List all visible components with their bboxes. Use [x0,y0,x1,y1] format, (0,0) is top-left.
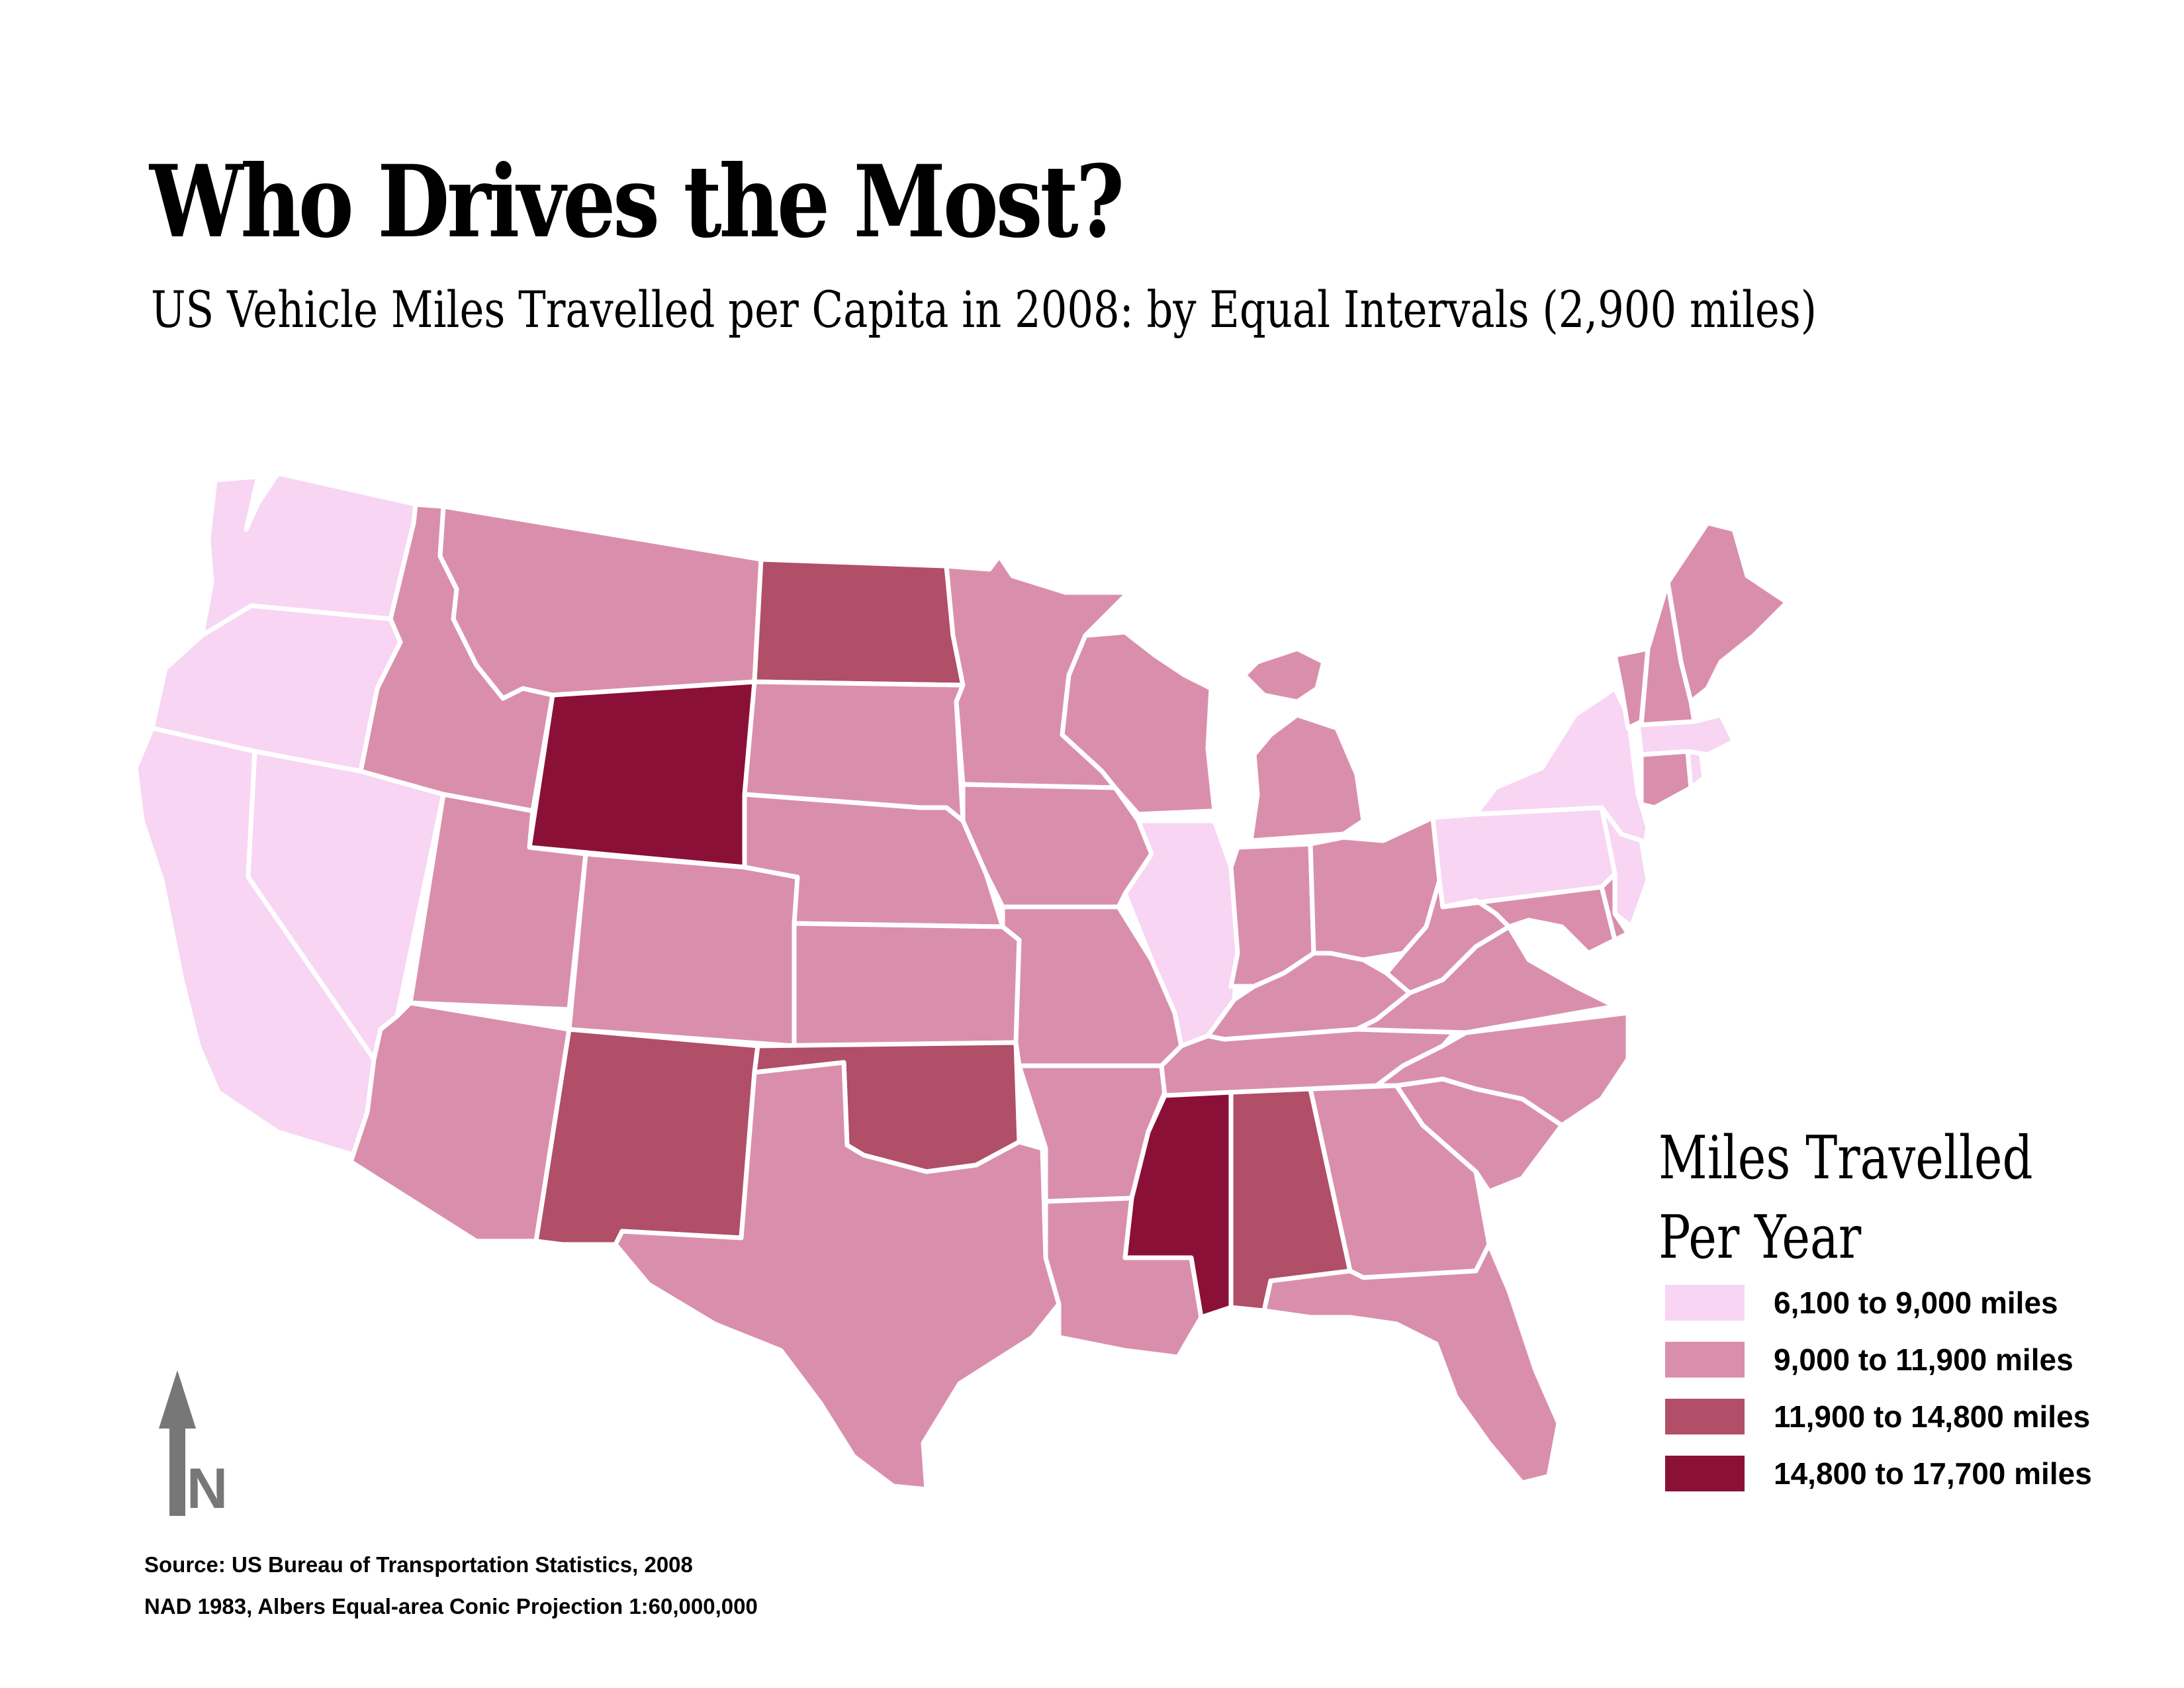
state-wi [1060,630,1217,817]
map-title: Who Drives the Most? [150,144,1124,260]
legend-swatch [1665,1285,1745,1321]
state-ct [1639,749,1694,810]
legend-label: 11,900 to 14,800 miles [1774,1399,2091,1434]
state-nm [533,1027,760,1247]
state-me [1665,520,1790,704]
legend-label: 14,800 to 17,700 miles [1774,1456,2092,1491]
state-ms [1122,1090,1234,1320]
state-nd [752,557,966,688]
legend-swatch [1665,1456,1745,1491]
north-arrow-label: N [187,1457,228,1521]
state-mt [437,504,764,701]
map-subtitle: US Vehicle Miles Travelled per Capita in… [151,280,1817,339]
source-note: Source: US Bureau of Transportation Stat… [144,1552,693,1577]
legend-title-line1: Miles Travelled [1659,1123,2033,1193]
state-ne [742,792,1005,929]
north-arrow-icon: N [159,1370,228,1521]
state-az [348,1000,572,1244]
legend-label: 9,000 to 11,900 miles [1774,1342,2073,1377]
legend-item-class-2: 9,000 to 11,900 miles [1665,1331,2092,1388]
state-md [1440,884,1617,956]
state-co [567,851,800,1049]
state-wy [527,679,757,870]
legend-swatch [1665,1342,1745,1378]
legend-swatch [1665,1399,1745,1434]
state-tx [613,1060,1062,1492]
legend-item-class-4: 14,800 to 17,700 miles [1665,1445,2092,1502]
state-fl [1261,1242,1561,1485]
state-mi [1242,646,1366,843]
legend-title-line2: Per Year [1659,1203,1862,1272]
map-legend: 6,100 to 9,000 miles 9,000 to 11,900 mil… [1665,1274,2092,1502]
state-ia [960,782,1154,910]
legend-label: 6,100 to 9,000 miles [1774,1286,2058,1320]
state-ri [1685,749,1707,790]
legend-item-class-3: 11,900 to 14,800 miles [1665,1388,2092,1445]
legend-item-class-1: 6,100 to 9,000 miles [1665,1274,2092,1331]
projection-note: NAD 1983, Albers Equal-area Conic Projec… [144,1594,758,1618]
state-vt [1612,646,1651,731]
state-nc [1374,1010,1631,1128]
state-ks [792,921,1022,1049]
